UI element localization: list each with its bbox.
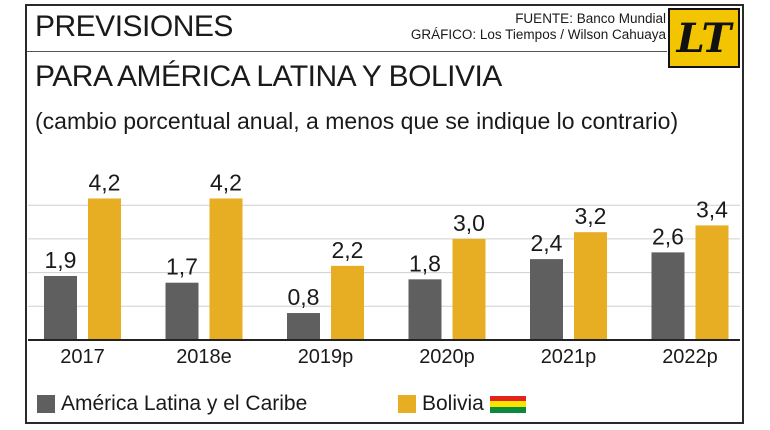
- data-label-latam: 1,8: [409, 250, 441, 276]
- title-divider: [27, 51, 667, 52]
- legend-swatch-latam: [37, 395, 55, 413]
- data-label-latam: 1,7: [166, 254, 198, 280]
- bar-latam: [651, 252, 685, 340]
- chart-note: (cambio porcentual anual, a menos que se…: [35, 108, 679, 134]
- data-label-bolivia: 2,2: [332, 237, 364, 263]
- bar-bolivia: [452, 238, 486, 340]
- source-line: FUENTE: Banco Mundial: [515, 11, 666, 26]
- data-label-bolivia: 4,2: [210, 169, 242, 195]
- data-label-latam: 2,6: [652, 223, 684, 249]
- legend-item-bolivia: Bolivia: [398, 392, 526, 416]
- bar-bolivia: [209, 198, 243, 340]
- x-tick-label: 2020p: [419, 346, 475, 368]
- bar-bolivia: [331, 265, 364, 340]
- source-credit: FUENTE: Banco Mundial GRÁFICO: Los Tiemp…: [411, 11, 666, 43]
- data-label-bolivia: 3,0: [453, 210, 485, 236]
- legend-swatch-bolivia: [398, 395, 416, 413]
- data-label-latam: 1,9: [45, 247, 77, 273]
- data-label-latam: 0,8: [288, 284, 320, 310]
- chart-frame: [25, 4, 744, 424]
- x-tick-label: 2019p: [298, 346, 354, 368]
- x-tick-label: 2021p: [541, 346, 597, 368]
- data-label-bolivia: 3,2: [575, 203, 607, 229]
- x-tick-label: 2018e: [176, 346, 232, 368]
- credit-line: GRÁFICO: Los Tiempos / Wilson Cahuaya: [410, 27, 666, 42]
- page-title: PREVISIONES: [35, 10, 233, 43]
- data-label-bolivia: 4,2: [89, 169, 121, 195]
- bar-bolivia: [574, 232, 607, 340]
- bolivia-flag-icon: [489, 395, 526, 413]
- x-tick-label: 2022p: [662, 346, 718, 368]
- bar-latam: [165, 282, 199, 340]
- x-tick-label: 2017: [60, 346, 105, 368]
- data-label-latam: 2,4: [531, 230, 563, 256]
- bar-latam: [44, 275, 77, 340]
- data-label-bolivia: 3,4: [696, 196, 728, 222]
- legend-item-latam: América Latina y el Caribe: [37, 392, 307, 416]
- bar-latam: [408, 279, 442, 340]
- chart-subtitle: PARA AMÉRICA LATINA Y BOLIVIA: [35, 60, 502, 93]
- legend-label-bolivia: Bolivia: [422, 392, 484, 415]
- bar-bolivia: [88, 198, 121, 340]
- legend-label-latam: América Latina y el Caribe: [61, 392, 308, 415]
- bar-latam: [530, 259, 563, 340]
- bar-latam: [287, 313, 320, 340]
- los-tiempos-logo: LT: [668, 8, 740, 68]
- bar-bolivia: [695, 225, 729, 340]
